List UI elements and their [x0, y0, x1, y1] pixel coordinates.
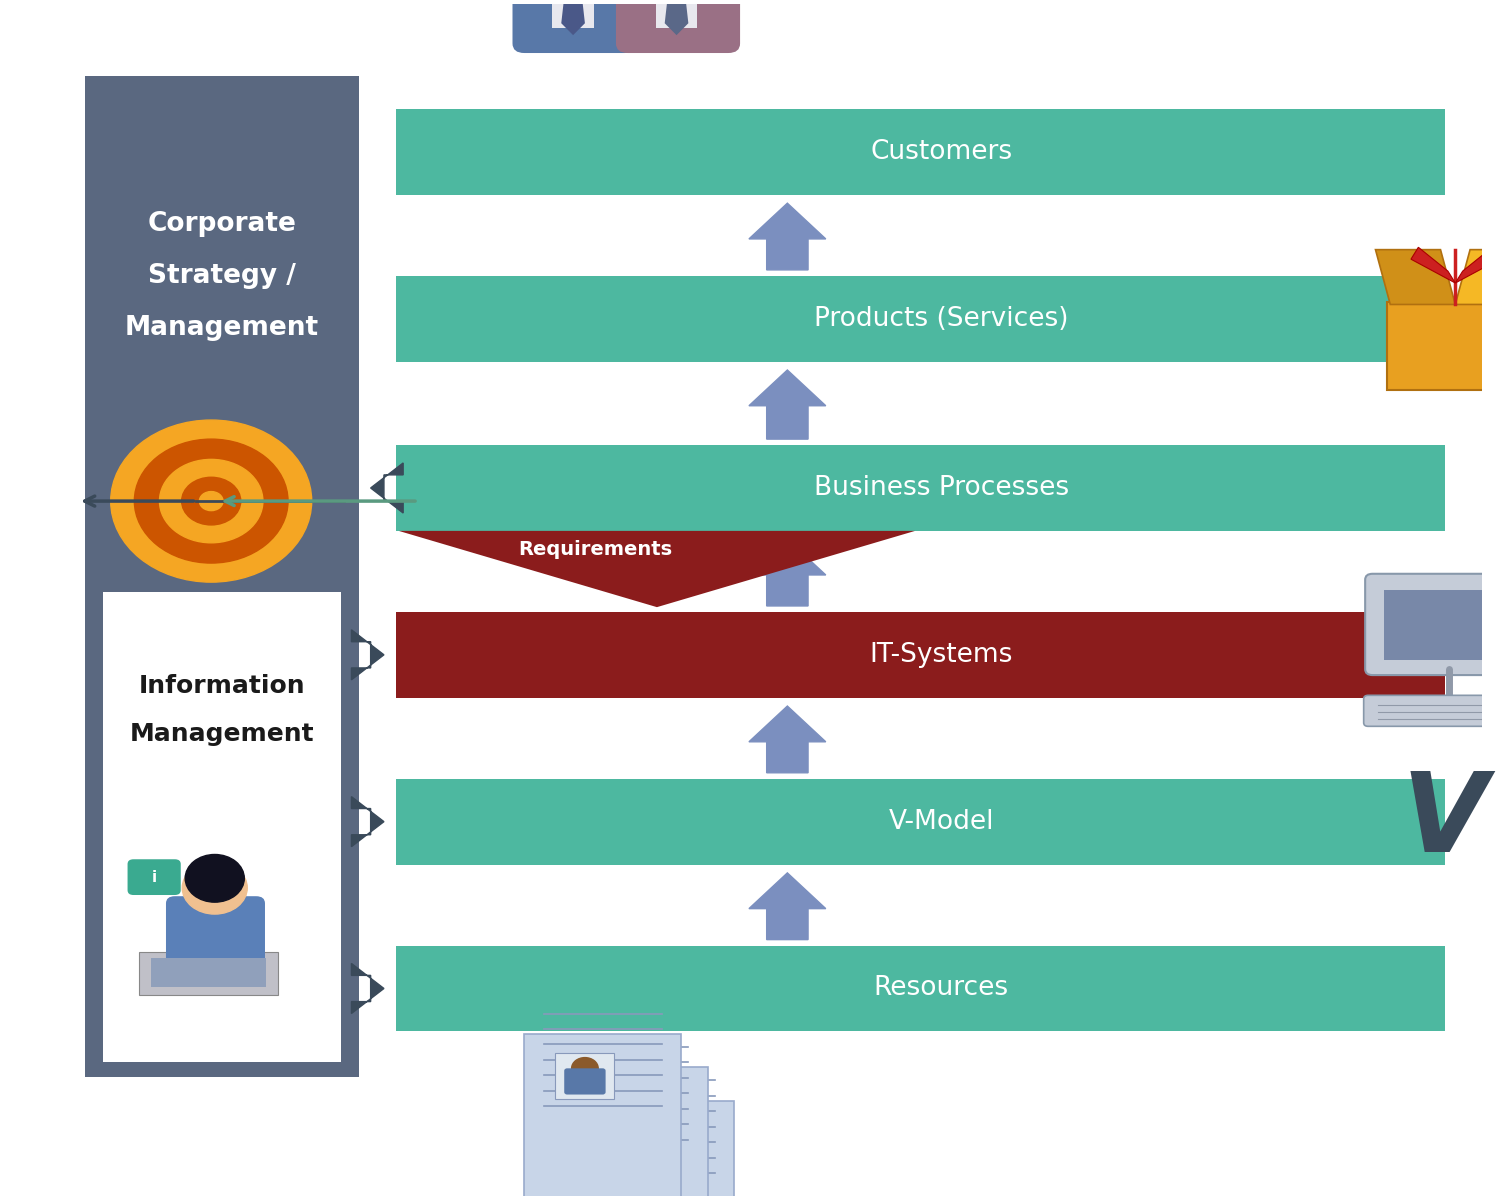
- Polygon shape: [1376, 250, 1455, 305]
- FancyBboxPatch shape: [591, 1102, 632, 1128]
- FancyArrow shape: [748, 706, 827, 773]
- FancyBboxPatch shape: [396, 445, 1444, 530]
- Text: Corporate

Strategy /

Management: Corporate Strategy / Management: [124, 211, 320, 341]
- FancyBboxPatch shape: [555, 1052, 615, 1099]
- FancyBboxPatch shape: [152, 958, 267, 986]
- Circle shape: [626, 1124, 651, 1146]
- FancyBboxPatch shape: [656, 0, 698, 28]
- Circle shape: [200, 492, 223, 511]
- FancyBboxPatch shape: [396, 946, 1444, 1031]
- FancyBboxPatch shape: [564, 1068, 606, 1094]
- Circle shape: [159, 460, 262, 542]
- Polygon shape: [1455, 247, 1500, 283]
- FancyBboxPatch shape: [1388, 302, 1500, 390]
- Text: IT-Systems: IT-Systems: [870, 642, 1012, 668]
- FancyBboxPatch shape: [513, 0, 636, 53]
- FancyBboxPatch shape: [140, 953, 279, 995]
- Text: V: V: [1402, 768, 1488, 875]
- FancyBboxPatch shape: [1364, 695, 1500, 726]
- FancyBboxPatch shape: [128, 859, 182, 895]
- Text: Products (Services): Products (Services): [815, 306, 1068, 331]
- Polygon shape: [399, 530, 915, 607]
- FancyArrow shape: [351, 797, 384, 847]
- Polygon shape: [1412, 247, 1455, 283]
- Circle shape: [572, 1057, 598, 1079]
- Text: i: i: [152, 870, 156, 884]
- Circle shape: [111, 420, 312, 582]
- Circle shape: [598, 1091, 625, 1112]
- FancyBboxPatch shape: [396, 109, 1444, 194]
- FancyBboxPatch shape: [609, 1120, 668, 1166]
- FancyArrow shape: [748, 203, 827, 270]
- Polygon shape: [561, 0, 585, 35]
- FancyBboxPatch shape: [396, 612, 1444, 697]
- Circle shape: [135, 439, 288, 563]
- FancyArrow shape: [351, 964, 384, 1014]
- Text: Requirements: Requirements: [518, 540, 672, 559]
- FancyBboxPatch shape: [552, 0, 594, 28]
- Text: Business Processes: Business Processes: [815, 475, 1070, 500]
- FancyBboxPatch shape: [396, 779, 1444, 864]
- FancyBboxPatch shape: [396, 276, 1444, 361]
- FancyBboxPatch shape: [616, 0, 740, 53]
- Text: Resources: Resources: [874, 976, 1010, 1002]
- Circle shape: [184, 854, 244, 902]
- Circle shape: [182, 478, 242, 524]
- Polygon shape: [1455, 250, 1500, 305]
- FancyBboxPatch shape: [104, 592, 340, 1062]
- FancyArrow shape: [351, 630, 384, 680]
- FancyBboxPatch shape: [618, 1135, 658, 1162]
- FancyBboxPatch shape: [1365, 574, 1500, 676]
- Text: Information

Management: Information Management: [130, 673, 315, 745]
- FancyArrow shape: [748, 872, 827, 940]
- FancyBboxPatch shape: [1384, 590, 1500, 660]
- FancyBboxPatch shape: [582, 1086, 640, 1133]
- FancyArrow shape: [370, 463, 404, 514]
- Polygon shape: [664, 0, 688, 35]
- FancyArrow shape: [748, 370, 827, 439]
- Text: V-Model: V-Model: [888, 809, 995, 835]
- FancyBboxPatch shape: [550, 1067, 708, 1200]
- FancyBboxPatch shape: [166, 896, 266, 976]
- Text: Customers: Customers: [870, 139, 1012, 164]
- Circle shape: [182, 862, 248, 914]
- FancyBboxPatch shape: [525, 1033, 681, 1200]
- FancyBboxPatch shape: [86, 76, 358, 1076]
- FancyArrow shape: [748, 539, 827, 606]
- FancyBboxPatch shape: [578, 1100, 734, 1200]
